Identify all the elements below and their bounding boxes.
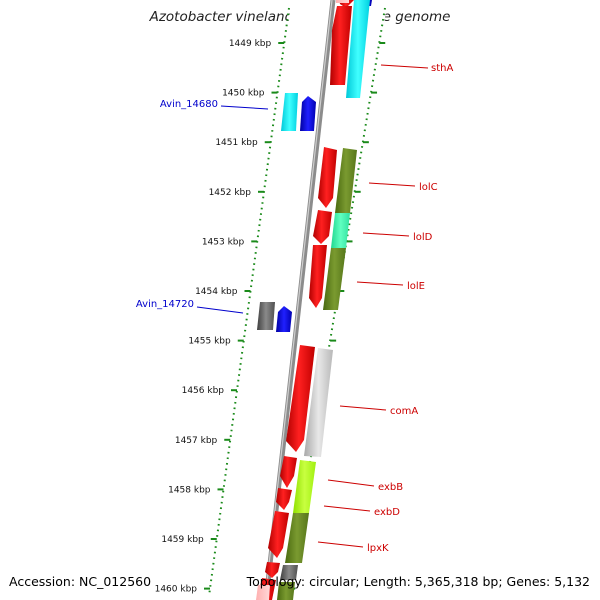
- tick-label: 1454 kbp: [195, 287, 238, 297]
- gene-lolE-partner: [323, 248, 346, 310]
- gene-lolE: [309, 245, 327, 308]
- leader-line: [323, 505, 371, 512]
- gene-arrow: [336, 0, 349, 3]
- gene-sthA: [330, 6, 352, 85]
- gene-label-exbB: exbB: [378, 482, 403, 493]
- gene-label-lolE: lolE: [407, 281, 425, 292]
- genome-backbone-highlight: [264, 0, 333, 600]
- leader-line: [356, 281, 404, 286]
- gene-Avin_14720: [257, 302, 275, 330]
- tick-labels: 1449 kbp 1450 kbp 1451 kbp 1452 kbp 1453 kbp…: [155, 39, 272, 595]
- genome-stats-text: Topology: circular; Length: 5,365,318 bp…: [246, 574, 590, 589]
- gene-exbB-partner: [293, 460, 316, 513]
- accession-text: Accession: NC_012560: [9, 574, 152, 589]
- tick-label: 1450 kbp: [222, 89, 265, 99]
- gene-lolC: [318, 147, 337, 208]
- gene-label-lpxK: lpxK: [367, 543, 389, 554]
- gene-label-lolD: lolD: [413, 232, 433, 243]
- gene-label-comA: comA: [390, 406, 418, 417]
- tick-label: 1459 kbp: [161, 535, 204, 545]
- gene-label-Avin_14680: Avin_14680: [160, 99, 218, 110]
- tick-label: 1449 kbp: [229, 39, 272, 49]
- gene-Avin_14680-partner: [300, 96, 316, 131]
- gene-Avin_14680: [281, 93, 298, 131]
- features: [256, 0, 372, 600]
- gene-arrow: [277, 582, 295, 600]
- gene-lolC-partner: [335, 148, 357, 213]
- leader-line: [339, 405, 387, 411]
- track-background: [196, 0, 388, 600]
- tick-label: 1451 kbp: [215, 138, 258, 148]
- gene-comA-partner: [304, 348, 333, 457]
- gene-Avin_14720-partner: [276, 306, 292, 332]
- gene-lpxK: [268, 511, 289, 558]
- tick-label: 1458 kbp: [168, 485, 211, 495]
- gene-exbB: [280, 456, 297, 488]
- gene-labels: sthA Avin_14680 lolC lolD lolE Avin_1472…: [136, 63, 454, 554]
- gene-label-exbD: exbD: [374, 507, 400, 518]
- gene-arrow: [265, 562, 280, 578]
- gene-arrow: [256, 585, 270, 600]
- tick-label: 1455 kbp: [188, 337, 231, 347]
- tick-label: 1453 kbp: [202, 237, 245, 247]
- leader-line: [368, 182, 416, 187]
- tick-label: 1457 kbp: [175, 436, 218, 446]
- gene-sthA-partner: [346, 0, 370, 98]
- leader-line: [220, 105, 269, 110]
- gene-label-lolC: lolC: [419, 182, 438, 193]
- tick-label: 1452 kbp: [209, 188, 252, 198]
- leader-line: [196, 306, 244, 314]
- gene-lolD-partner: [331, 213, 350, 248]
- leader-line: [380, 64, 429, 69]
- leader-line: [317, 541, 364, 548]
- tick-label: 1460 kbp: [155, 585, 198, 595]
- gene-label-sthA: sthA: [431, 63, 453, 74]
- gene-exbD: [276, 488, 292, 510]
- gene-lpxK-partner: [285, 513, 309, 563]
- gene-comA: [286, 345, 315, 452]
- leader-line: [362, 232, 410, 237]
- leader-line: [327, 479, 375, 487]
- gene-arrow: [280, 565, 298, 580]
- tick-label: 1456 kbp: [182, 386, 225, 396]
- gene-label-Avin_14720: Avin_14720: [136, 299, 194, 310]
- gene-lolD: [313, 210, 332, 244]
